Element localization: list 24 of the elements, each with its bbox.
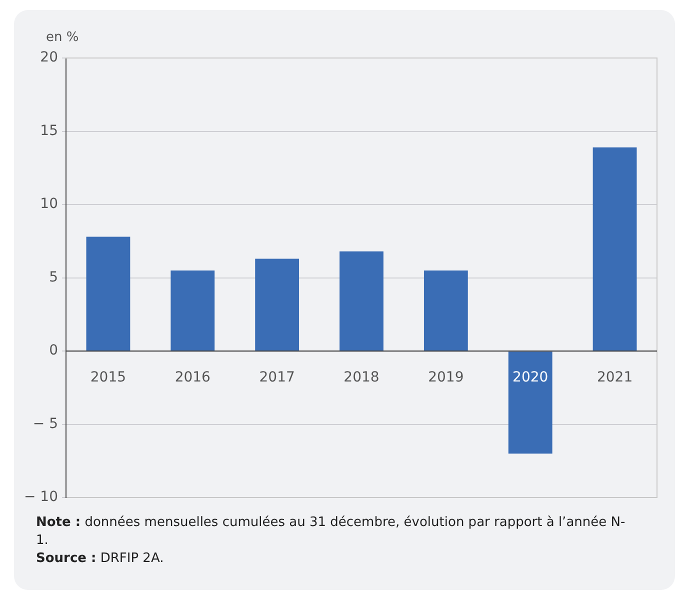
x-tick-label: 2019 [428, 370, 464, 386]
bar [508, 352, 552, 454]
x-tick-label: 2021 [596, 370, 633, 386]
x-tick-label: 2017 [259, 370, 295, 386]
y-tick-label: 10 [40, 196, 58, 212]
x-tick-label: 2018 [344, 370, 380, 386]
text: Note : données mensuelles cumulées au 31 décembre, évolution par rapport à l’année N-1. [36, 515, 626, 548]
bar [424, 270, 468, 351]
bar [340, 251, 384, 351]
bar [592, 147, 637, 351]
bar [86, 236, 130, 351]
y-tick-label: 5 [49, 269, 58, 286]
bar [255, 258, 300, 351]
x-tick-label: 2015 [90, 370, 126, 386]
x-tick-label: 2020 [512, 370, 548, 386]
y-tick-label: − 10 [24, 489, 58, 506]
y-tick-label: 20 [40, 50, 58, 66]
bar [170, 270, 215, 351]
y-tick-label: 15 [40, 122, 58, 139]
y-axis-title: en % [46, 30, 79, 45]
y-tick-label: − 5 [32, 416, 58, 432]
source-note: Source : DRFIP 2A. [36, 550, 165, 568]
y-tick-label: 0 [49, 342, 58, 359]
x-tick-label: 2016 [174, 370, 211, 386]
